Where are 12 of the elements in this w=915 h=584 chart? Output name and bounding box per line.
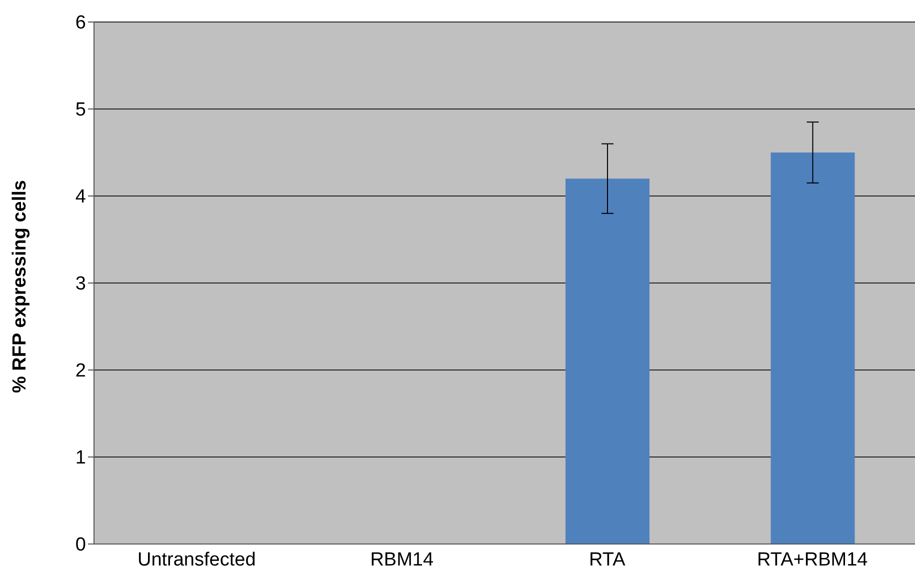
y-tick-label: 2 <box>75 360 86 382</box>
y-tick-label: 3 <box>75 274 86 295</box>
x-tick-label: RTA+RBM14 <box>757 549 868 570</box>
x-tick-label: Untransfected <box>137 549 256 570</box>
y-axis-title: % RFP expressing cells <box>10 180 31 393</box>
y-tick-label: 6 <box>75 12 86 34</box>
x-tick-label: RTA <box>589 549 626 570</box>
y-tick-label: 0 <box>75 534 86 556</box>
y-tick-label: 1 <box>75 448 86 469</box>
y-tick-label: 4 <box>75 186 86 208</box>
x-tick-label: RBM14 <box>370 549 434 570</box>
y-tick-label: 5 <box>75 100 86 121</box>
